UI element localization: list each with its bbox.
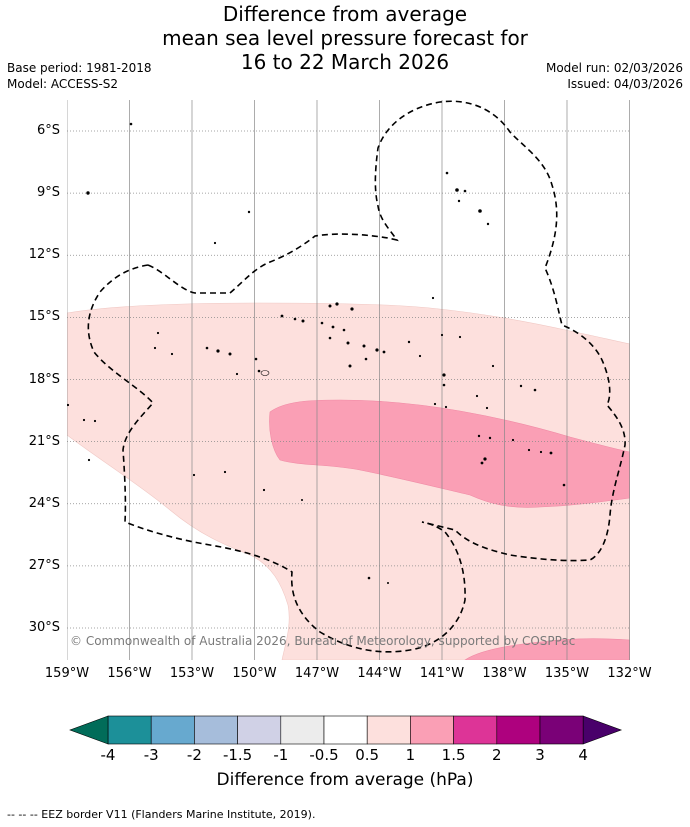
map-area (67, 100, 630, 660)
colorbar-tick-label: 3 (535, 746, 545, 764)
colorbar-tick-label: 1 (405, 746, 416, 764)
longitude-label: 135°W (544, 666, 590, 681)
colorbar-tick-label: -3 (143, 746, 159, 764)
meta-left: Base period: 1981-2018 Model: ACCESS-S2 (7, 60, 152, 92)
issued-date: Issued: 04/03/2026 (567, 77, 683, 91)
longitude-label: 132°W (607, 666, 652, 681)
latitude-label: 24°S (28, 495, 60, 511)
colorbar-tick-label: -2 (186, 746, 202, 764)
colorbar-segment (107, 715, 152, 745)
graticule (67, 100, 630, 660)
latitude-label: 6°S (36, 123, 60, 138)
colorbar-segment (410, 715, 454, 745)
latitude-label: 27°S (28, 557, 60, 573)
colorbar-under-arrow (69, 715, 109, 745)
colorbar-tick-label: 4 (578, 746, 588, 764)
meta-right: Model run: 02/03/2026 Issued: 04/03/2026 (546, 60, 683, 92)
eez-footnote: -- -- -- EEZ border V11 (Flanders Marine… (7, 808, 316, 821)
colorbar-over-arrow (582, 715, 623, 745)
map-title: Difference from average mean sea level p… (0, 2, 690, 74)
colorbar-segment (194, 715, 238, 745)
colorbar-segment (539, 715, 584, 745)
colorbar-tick-label: 2 (492, 746, 502, 764)
longitude-label: 159°W (44, 666, 90, 681)
longitude-label: 141°W (419, 666, 465, 681)
eez-border-west (87, 264, 466, 653)
eez-border-north (147, 100, 626, 562)
model-name: Model: ACCESS-S2 (7, 77, 119, 91)
colorbar-tick-label: 1.5 (441, 746, 466, 764)
islands (67, 122, 566, 584)
colorbar-segment (496, 715, 541, 745)
longitude-label: 144°W (357, 666, 402, 681)
longitude-label: 147°W (294, 666, 340, 681)
latitude-label: 9°S (36, 185, 60, 201)
longitude-label: 150°W (232, 666, 277, 681)
colorbar-label: Difference from average (hPa) (216, 770, 474, 790)
colorbar-segment (237, 715, 282, 745)
model-run: Model run: 02/03/2026 (545, 61, 683, 75)
colorbar-tick-label: -4 (100, 746, 116, 764)
anomaly-region-light-pink (67, 302, 630, 660)
title-line-2: mean sea level pressure forecast for (162, 26, 528, 50)
colorbar-segment (280, 715, 325, 745)
copyright-text: © Commonwealth of Australia 2026, Bureau… (70, 634, 576, 648)
title-line-1: Difference from average (222, 2, 468, 26)
longitude-label: 153°W (169, 666, 215, 681)
latitude-label: 21°S (28, 433, 60, 449)
latitude-label: 15°S (28, 309, 60, 325)
colorbar-tick-label: -1 (273, 746, 289, 764)
colorbar-segment (323, 715, 368, 745)
colorbar-tick-label: -1.5 (222, 746, 253, 764)
latitude-label: 12°S (28, 247, 60, 263)
title-line-3: 16 to 22 March 2026 (240, 50, 450, 74)
latitude-label: 18°S (28, 371, 60, 387)
longitude-label: 156°W (107, 666, 152, 681)
anomaly-region-pink-south (464, 638, 630, 660)
colorbar-tick-label: 0.5 (355, 746, 380, 764)
colorbar-tick-label: -0.5 (309, 746, 339, 764)
latitude-label: 30°S (28, 620, 60, 635)
colorbar (69, 715, 623, 745)
base-period: Base period: 1981-2018 (7, 61, 152, 75)
colorbar-segment (150, 715, 195, 745)
anomaly-region-pink (269, 399, 630, 508)
longitude-label: 138°W (482, 666, 527, 681)
colorbar-segment (366, 715, 411, 745)
colorbar-segment (453, 715, 498, 745)
